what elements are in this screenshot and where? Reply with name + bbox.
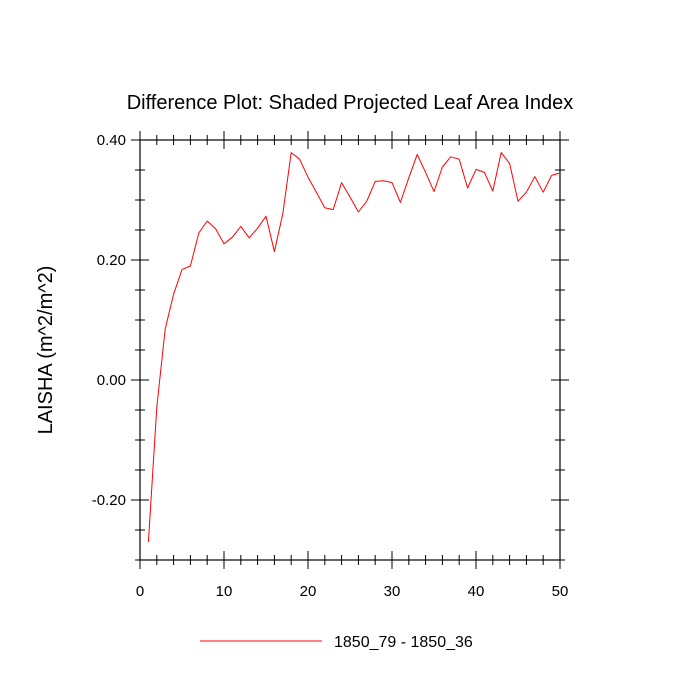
y-axis-label: LAISHA (m^2/m^2) (35, 266, 57, 435)
x-tick-label: 30 (384, 583, 401, 600)
legend: 1850_79 - 1850_36 (200, 634, 473, 651)
series-layer (147, 152, 561, 543)
x-tick-label: 20 (300, 583, 317, 600)
y-tick-label: 0.00 (97, 372, 126, 389)
y-tick-label: 0.20 (97, 252, 126, 269)
chart-title: Difference Plot: Shaded Projected Leaf A… (127, 92, 574, 114)
series-line (147, 152, 561, 543)
legend-label: 1850_79 - 1850_36 (334, 634, 473, 651)
x-axis-ticks: 0 10 20 30 40 50 (136, 131, 569, 600)
y-axis-ticks: -0.20 0.00 0.20 0.40 (92, 132, 569, 561)
y-tick-label: -0.20 (92, 492, 126, 509)
x-tick-label: 10 (216, 583, 233, 600)
y-tick-label: 0.40 (97, 132, 126, 149)
x-tick-label: 0 (136, 583, 144, 600)
x-tick-label: 40 (468, 583, 485, 600)
plot-frame (139, 139, 561, 561)
x-tick-label: 50 (552, 583, 569, 600)
